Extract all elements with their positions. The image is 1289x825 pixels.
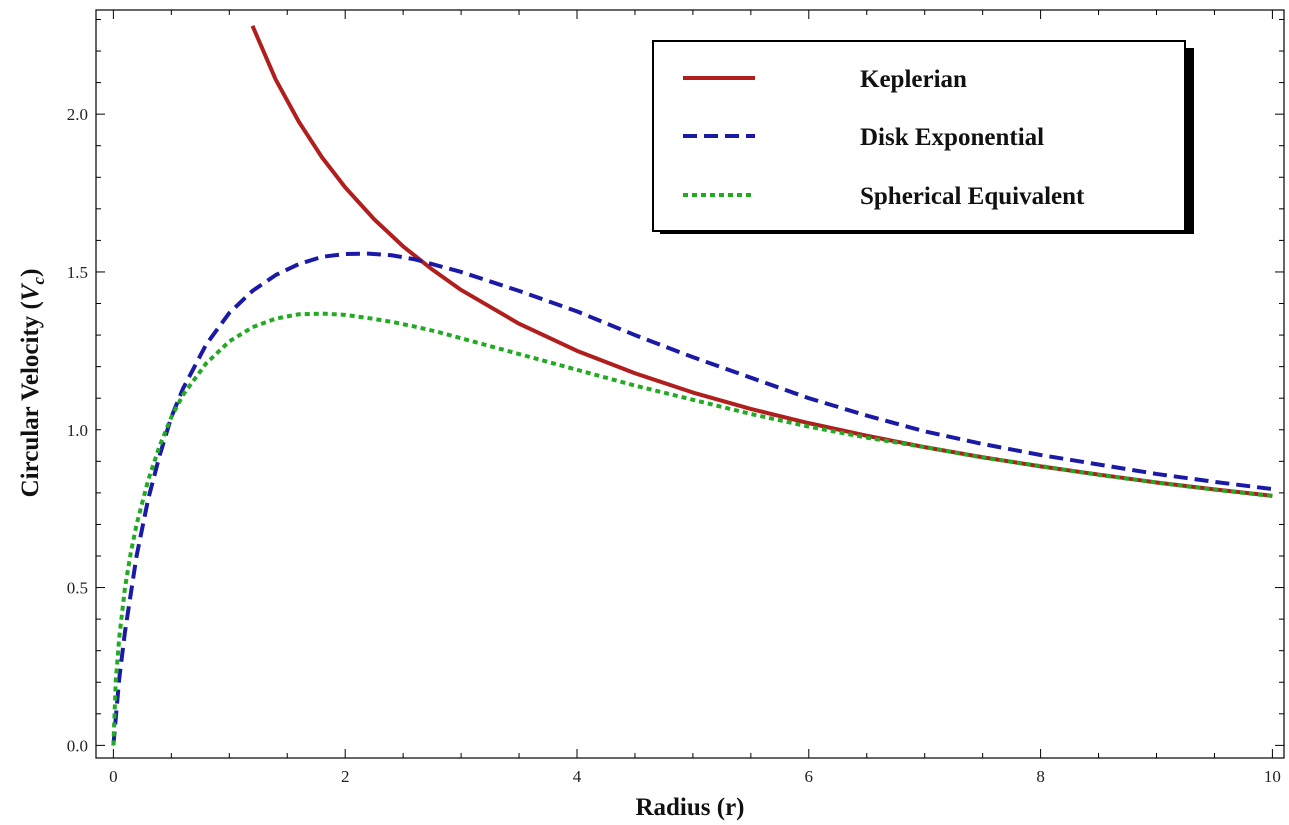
legend-label-disk-exponential: Disk Exponential	[860, 124, 1044, 151]
x-tick-label: 8	[1036, 767, 1045, 786]
legend-box	[652, 40, 1186, 232]
y-axis-title-close: )	[17, 269, 44, 277]
y-tick-label: 0.5	[67, 579, 88, 598]
y-tick-label: 0.0	[67, 736, 88, 755]
y-tick-label: 2.0	[67, 105, 88, 124]
y-axis-title: Circular Velocity (Vc)	[17, 269, 48, 498]
x-tick-label: 0	[109, 767, 118, 786]
legend-label-keplerian: Keplerian	[860, 66, 967, 93]
series-line-disk-exponential	[111, 251, 1273, 746]
series-line-keplerian	[250, 24, 1273, 498]
x-tick-label: 2	[341, 767, 350, 786]
legend-label-spherical-equivalent: Spherical Equivalent	[860, 183, 1085, 210]
x-axis-title: Radius (r)	[635, 794, 744, 821]
x-tick-label: 4	[573, 767, 582, 786]
x-tick-label: 10	[1264, 767, 1281, 786]
y-axis-title-symbol: V	[17, 282, 44, 301]
x-tick-label: 6	[805, 767, 814, 786]
series-line-spherical-equivalent	[111, 311, 1273, 746]
y-axis-title-main: Circular Velocity (	[17, 301, 44, 497]
y-axis-title-subscript: c	[29, 276, 48, 284]
tick-labels: 0 2 4 6 8 10 0.0 0.5 1.0 1.5 2.0	[67, 105, 1281, 786]
axis-ticks	[96, 10, 1284, 758]
plot-frame	[95, 9, 1285, 759]
series-layer	[111, 24, 1273, 746]
y-tick-label: 1.0	[67, 421, 88, 440]
legend: Keplerian Disk Exponential Spherical Equ…	[652, 40, 1194, 234]
y-tick-label: 1.5	[67, 263, 88, 282]
